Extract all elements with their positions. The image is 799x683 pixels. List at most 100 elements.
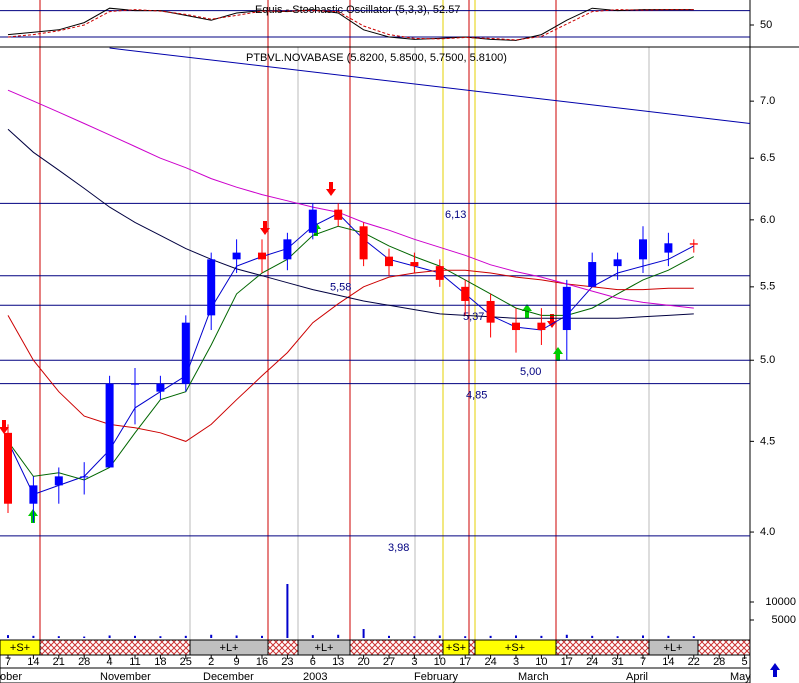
month-label: April	[626, 671, 648, 683]
x-tick-label: 6	[310, 656, 316, 668]
level-label: 5,37	[463, 311, 484, 323]
oscillator-line	[7, 9, 694, 41]
signal-bar: +S+ +L+ +L+ +S+ +S+ +L+	[0, 639, 751, 656]
y-tick-label: 4.5	[760, 435, 775, 447]
moving-average	[7, 128, 694, 319]
signal-label: +S+	[446, 642, 466, 654]
x-tick-label: 17	[459, 656, 471, 668]
signal-lines	[39, 0, 650, 640]
candle-body	[334, 209, 343, 220]
candle-body	[156, 383, 165, 392]
candle-body	[131, 383, 139, 385]
level-label: 6,13	[445, 209, 466, 221]
candle-body	[512, 322, 520, 331]
volume-bar	[438, 635, 441, 638]
candle-body	[537, 322, 546, 331]
signal-label: +L+	[220, 642, 239, 654]
volume-bar	[591, 635, 594, 638]
volume-bar	[184, 635, 187, 638]
volume-bar	[261, 635, 263, 638]
candle-body	[385, 256, 393, 267]
x-tick-label: 3	[411, 656, 417, 668]
candle-body	[689, 243, 698, 245]
month-label: March	[518, 671, 549, 683]
x-tick-label: 14	[662, 656, 674, 668]
candle-body	[562, 286, 571, 331]
x-tick-label: 10	[434, 656, 446, 668]
y-tick-label: 5.5	[760, 281, 775, 293]
month-label: November	[100, 671, 151, 683]
level-label: 3,98	[388, 542, 409, 554]
volume-bar	[286, 584, 289, 638]
candle-body	[664, 243, 673, 253]
x-tick-label: 23	[281, 656, 293, 668]
volume-bar	[388, 635, 390, 638]
candle-body	[232, 252, 241, 260]
oscillator-tick-label: 50	[760, 19, 772, 31]
signal-label: +L+	[664, 642, 683, 654]
candle-body	[588, 262, 597, 287]
month-label: February	[414, 671, 459, 683]
month-band	[0, 667, 751, 683]
x-tick-label: 24	[586, 656, 598, 668]
volume-bar	[413, 636, 416, 638]
x-tick-label: 14	[27, 656, 39, 668]
level-label: 5,00	[520, 366, 541, 378]
x-tick-label: 24	[484, 656, 496, 668]
volume-bar	[57, 636, 60, 638]
candle-body	[639, 239, 647, 260]
x-tick-label: 27	[383, 656, 395, 668]
chart-title: PTBVL.NOVABASE (5.8200, 5.8500, 5.7500, …	[246, 52, 507, 64]
x-tick-label: 16	[256, 656, 268, 668]
signal-label: +S+	[10, 642, 30, 654]
candle-body	[283, 239, 292, 260]
x-tick-label: 2	[208, 656, 214, 668]
candle-body	[461, 286, 470, 301]
y-tick-label: 6.5	[760, 152, 775, 164]
x-tick-label: 20	[357, 656, 369, 668]
month-label: December	[203, 671, 254, 683]
candle-body	[435, 266, 444, 280]
oscillator-line	[7, 7, 694, 41]
candle-body	[308, 209, 317, 233]
volume-bar	[32, 635, 35, 638]
month-label: ober	[0, 671, 22, 683]
x-tick-label: 9	[234, 656, 240, 668]
candle-body	[207, 259, 216, 316]
volume-bar	[134, 635, 136, 638]
month-label: 2003	[303, 671, 327, 683]
volume-bar	[83, 636, 86, 638]
candle-body	[410, 262, 419, 267]
y-tick-label: 6.0	[760, 214, 775, 226]
oscillator-title: Equis - Stochastic Oscillator (5,3,3), 5…	[255, 4, 460, 16]
x-tick-label: 21	[53, 656, 65, 668]
volume-bar	[489, 635, 492, 638]
x-tick-label: 17	[561, 656, 573, 668]
x-tick-label: 31	[611, 656, 623, 668]
trendline	[109, 47, 751, 124]
candle-body	[258, 252, 266, 260]
candle-body	[486, 300, 495, 323]
volume-bar	[337, 634, 340, 638]
volume-tick-label: 5000	[772, 614, 796, 626]
moving-average	[7, 212, 695, 496]
x-tick-label: 7	[640, 656, 646, 668]
moving-average	[7, 225, 695, 481]
volume-bar	[515, 635, 517, 638]
volume-bar	[362, 629, 365, 638]
moving-average	[7, 269, 694, 442]
volume-bar	[565, 634, 568, 638]
x-tick-label: 7	[5, 656, 11, 668]
volume-bar	[7, 635, 9, 638]
volume-bar	[616, 636, 619, 638]
volume-bar	[464, 636, 467, 638]
volume-bar	[692, 636, 695, 638]
x-tick-label: 5	[742, 656, 748, 668]
x-tick-label: 3	[513, 656, 519, 668]
volume-bar	[540, 635, 543, 638]
signal-label: +S+	[505, 642, 525, 654]
volume-bar	[667, 635, 670, 638]
x-tick-label: 28	[78, 656, 90, 668]
candle-body	[181, 322, 190, 384]
